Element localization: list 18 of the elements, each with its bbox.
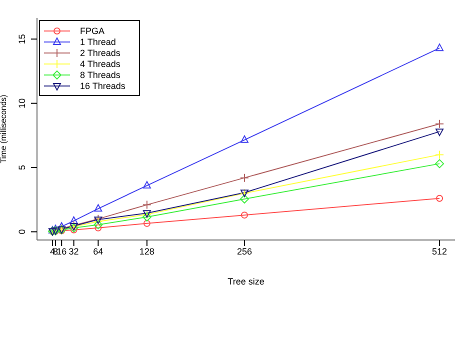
y-tick-label: 5 [17, 165, 27, 170]
legend-label: 1 Thread [80, 36, 116, 46]
x-tick-label: 256 [236, 246, 252, 256]
legend-label: 8 Threads [80, 70, 120, 80]
y-axis-title: Time (milliseconds) [0, 94, 8, 164]
y-tick-label: 15 [17, 34, 27, 44]
legend-label: 2 Threads [80, 48, 120, 58]
y-tick-label: 10 [17, 98, 27, 108]
x-tick-label: 64 [93, 246, 104, 256]
x-axis-title: Tree size [228, 276, 264, 286]
x-tick-label: 128 [139, 246, 154, 256]
x-tick-label: 16 [56, 246, 67, 256]
legend-label: 4 Threads [80, 58, 120, 68]
x-tick-label: 512 [432, 246, 448, 256]
legend-label: FPGA [80, 26, 105, 36]
y-tick-label: 0 [17, 229, 27, 234]
legend-label: 16 Threads [80, 80, 126, 90]
x-tick-label: 32 [68, 246, 79, 256]
